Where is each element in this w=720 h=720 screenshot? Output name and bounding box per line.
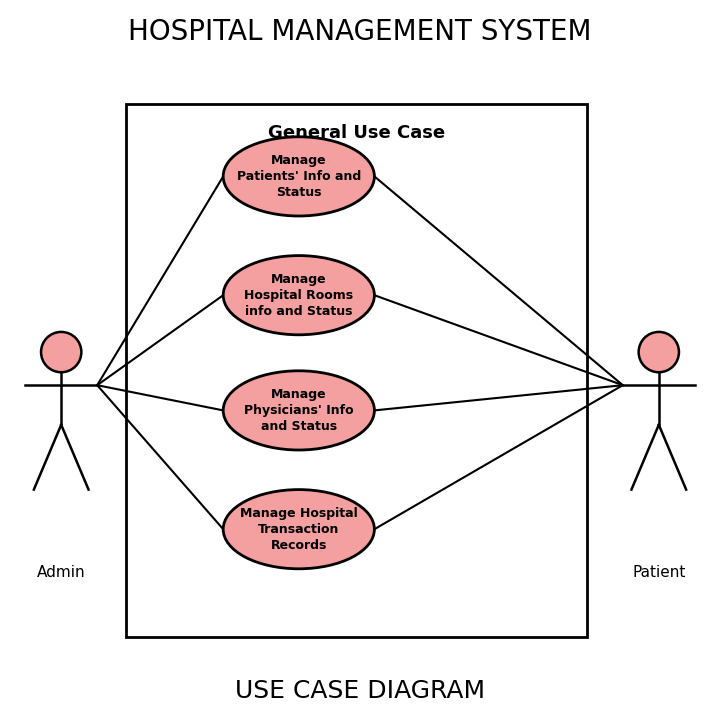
Text: HOSPITAL MANAGEMENT SYSTEM: HOSPITAL MANAGEMENT SYSTEM [128,19,592,46]
Text: General Use Case: General Use Case [268,124,445,143]
Text: USE CASE DIAGRAM: USE CASE DIAGRAM [235,679,485,703]
Ellipse shape [223,371,374,450]
Text: Manage
Patients' Info and
Status: Manage Patients' Info and Status [237,154,361,199]
Ellipse shape [223,490,374,569]
Circle shape [41,332,81,372]
Circle shape [639,332,679,372]
FancyBboxPatch shape [126,104,587,637]
Text: Manage
Hospital Rooms
info and Status: Manage Hospital Rooms info and Status [244,273,354,318]
Text: Manage
Physicians' Info
and Status: Manage Physicians' Info and Status [244,388,354,433]
Text: Admin: Admin [37,565,86,580]
Text: Patient: Patient [632,565,685,580]
Ellipse shape [223,137,374,216]
Text: Manage Hospital
Transaction
Records: Manage Hospital Transaction Records [240,507,358,552]
Ellipse shape [223,256,374,335]
